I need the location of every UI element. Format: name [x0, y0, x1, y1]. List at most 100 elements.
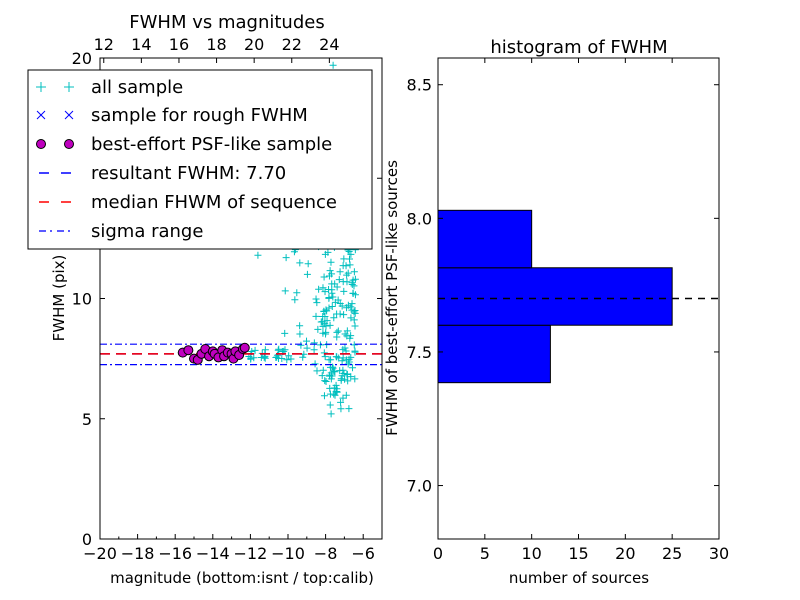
all-sample-point: [325, 286, 333, 294]
histogram-bar: [437, 209, 533, 269]
all-sample-point: [291, 296, 299, 304]
y-tick-label: 0: [82, 530, 92, 549]
all-sample-point: [345, 358, 353, 366]
all-sample-point: [273, 353, 281, 361]
all-sample-point: [281, 287, 289, 295]
all-sample-point: [327, 410, 335, 418]
all-sample-point: [326, 372, 334, 380]
all-sample-point: [315, 285, 323, 293]
legend-label-rough-sample: sample for rough FWHM: [91, 105, 308, 126]
y-tick-label: 7.0: [407, 477, 432, 496]
legend-marker-rough-sample: [36, 110, 74, 120]
psf-sample-point: [239, 342, 250, 353]
legend-label-psf-sample: best-effort PSF-like sample: [91, 134, 332, 155]
all-sample-point: [337, 375, 345, 383]
x-tick-label: 0: [433, 544, 443, 563]
all-sample-point: [283, 356, 291, 364]
legend-marker-all-sample: [36, 82, 74, 92]
all-sample-point: [347, 353, 355, 361]
y-tick-label: 8.5: [407, 76, 432, 95]
histogram-title: histogram of FWHM: [490, 37, 667, 58]
scatter-title: FWHM vs magnitudes: [129, 12, 324, 33]
all-sample-point: [338, 372, 346, 380]
legend-label-median: median FHWM of sequence: [91, 192, 337, 213]
y-tick-label: 8.0: [407, 209, 432, 228]
all-sample-point: [337, 405, 345, 413]
all-sample-point: [261, 346, 269, 354]
all-sample-point: [320, 392, 328, 400]
legend-label-resultant: resultant FWHM: 7.70: [91, 163, 286, 184]
all-sample-point: [333, 283, 341, 291]
all-sample-point: [336, 268, 344, 276]
top-tick-label: 18: [206, 35, 226, 54]
all-sample-point: [330, 390, 338, 398]
x-tick-label: 15: [568, 544, 588, 563]
all-sample-point: [343, 327, 351, 335]
all-sample-point: [296, 330, 304, 338]
x-tick-label: 10: [521, 544, 541, 563]
all-sample-point: [281, 329, 289, 337]
all-sample-point: [326, 401, 334, 409]
all-sample-point: [297, 341, 305, 349]
all-sample-point: [327, 369, 335, 377]
scatter-legend: all sample sample for rough FWHM best-ef…: [27, 69, 373, 250]
scatter-x-axis-label: magnitude (bottom:isnt / top:calib): [110, 569, 374, 587]
scatter-panel: −20−18−16−14−12−10−8−6051015201214161820…: [27, 12, 383, 587]
all-sample-point: [347, 332, 355, 340]
all-sample-point: [338, 302, 346, 310]
all-sample-point: [323, 317, 331, 325]
histogram-x-axis-label: number of sources: [509, 569, 649, 587]
all-sample-point: [340, 287, 348, 295]
scatter-y-axis-label: FWHM (pix): [50, 255, 68, 342]
all-sample-point: [348, 306, 356, 314]
all-sample-point: [330, 314, 338, 322]
x-tick-label: −6: [351, 544, 375, 563]
all-sample-point: [320, 349, 328, 357]
all-sample-point: [331, 391, 339, 399]
histogram-panel: 0 5 10 15 20 25 30 7.0 7.5 8.0 8.5 histogram of FW…: [383, 37, 729, 587]
y-tick-label: 5: [82, 410, 92, 429]
all-sample-point: [319, 366, 327, 374]
all-sample-point: [310, 339, 318, 347]
x-tick-label: 5: [480, 544, 490, 563]
all-sample-point: [329, 293, 337, 301]
all-sample-point: [327, 356, 335, 364]
legend-label-all-sample: all sample: [91, 77, 183, 98]
all-sample-point: [340, 311, 348, 319]
all-sample-point: [313, 367, 321, 375]
all-sample-point: [324, 248, 332, 256]
all-sample-point: [344, 377, 352, 385]
all-sample-point: [333, 328, 341, 336]
all-sample-point: [342, 391, 350, 399]
all-sample-point: [322, 328, 330, 336]
all-sample-point: [339, 354, 347, 362]
y-tick-label: 7.5: [407, 343, 432, 362]
all-sample-point: [335, 276, 343, 284]
all-sample-point: [319, 284, 327, 292]
all-sample-point: [322, 378, 330, 386]
all-sample-point: [348, 300, 356, 308]
top-tick-label: 20: [244, 35, 264, 54]
all-sample-point: [332, 381, 340, 389]
y-tick-label: 20: [72, 49, 92, 68]
all-sample-point: [338, 357, 346, 365]
legend-label-sigma: sigma range: [91, 221, 203, 242]
histogram-plot-area: [437, 209, 719, 384]
all-sample-point: [347, 250, 355, 258]
all-sample-point: [344, 269, 352, 277]
all-sample-point: [325, 304, 333, 312]
all-sample-point: [251, 346, 259, 354]
all-sample-point: [299, 353, 307, 361]
all-sample-point: [349, 364, 357, 372]
all-sample-point: [312, 312, 320, 320]
all-sample-point: [320, 307, 328, 315]
x-tick-label: −8: [314, 544, 338, 563]
x-tick-label: −18: [121, 544, 155, 563]
all-sample-point: [333, 353, 341, 361]
all-sample-point: [339, 366, 347, 374]
all-sample-point: [350, 268, 358, 276]
all-sample-point: [329, 61, 337, 69]
all-sample-point: [326, 384, 334, 392]
top-tick-label: 16: [169, 35, 189, 54]
all-sample-point: [316, 341, 324, 349]
